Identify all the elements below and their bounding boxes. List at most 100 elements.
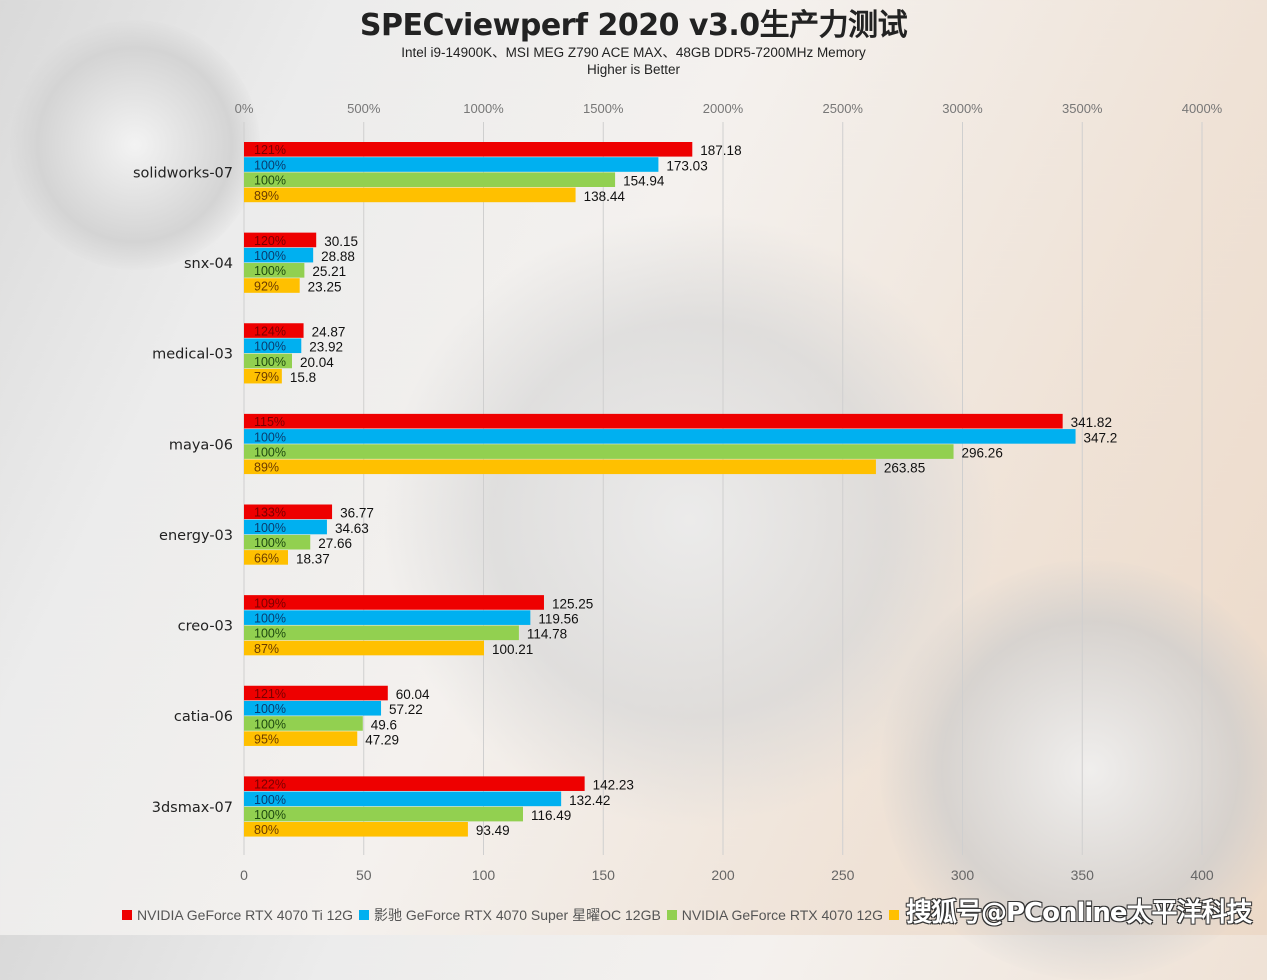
percent-label: 100% [254,612,286,626]
x2-tick-label: 4000% [1182,101,1223,116]
percent-label: 100% [254,536,286,550]
percent-label: 95% [254,733,279,747]
percent-label: 100% [254,627,286,641]
value-label: 125.25 [552,596,593,611]
value-label: 36.77 [340,506,374,521]
value-label: 116.49 [531,808,571,823]
bar [244,519,327,535]
bar [244,640,485,656]
category-labels: solidworks-07 snx-04 medical-03 maya-06 ener… [133,165,233,815]
watermark: 搜狐号@PConline太平洋科技 [906,898,1252,928]
percent-label: 100% [254,445,286,459]
chart-note: Higher is Better [586,62,681,77]
legend-swatch [666,910,677,920]
percent-label: 121% [254,687,286,701]
percent-label: 100% [254,702,286,716]
value-label: 23.25 [308,279,342,294]
bottom-axis: 0 50 100 150 200 250 300 350 400 [240,867,1214,883]
value-label: 114.78 [527,627,567,642]
x-tick-label: 100 [472,867,496,883]
percent-label: 89% [254,189,279,203]
legend-swatch [888,910,899,920]
value-label: 23.92 [309,340,343,355]
bar [244,625,519,641]
chart-header: SPECviewperf 2020 v3.0生产力测试 Intel i9-149… [0,8,1267,78]
value-label: 263.85 [884,461,925,476]
value-label: 142.23 [593,778,634,793]
bar [244,550,288,565]
category-label: medical-03 [152,347,233,363]
bar [244,534,311,550]
category-label: energy-03 [159,528,233,544]
bar [244,142,693,157]
bar [244,323,304,338]
legend-item: NVIDIA GeForce RTX 4070 Ti 12G [122,907,353,923]
percent-label: 109% [254,596,286,610]
x2-tick-label: 2500% [823,101,864,116]
percent-label: 79% [254,370,279,384]
x-tick-label: 200 [711,867,735,883]
value-label: 119.56 [538,612,578,627]
value-label: 187.18 [700,143,741,158]
value-label: 132.42 [569,793,610,808]
value-label: 60.04 [396,687,430,702]
percent-label: 115% [254,415,285,429]
value-label: 296.26 [962,445,1003,460]
percent-label: 133% [254,506,286,520]
percent-label: 122% [254,778,286,792]
bar [244,700,382,716]
value-label: 34.63 [335,521,369,536]
value-label: 27.66 [318,536,352,551]
bars: 121% 187.18 100% 173.03 100% 154.94 89% 138.44 1… [244,142,1117,838]
bar [244,278,300,293]
top-axis: 0% 500% 1000% 1500% 2000% 2500% 3000% 3500% 4000… [235,101,1223,116]
bar [244,504,333,520]
x2-tick-label: 3500% [1062,101,1103,116]
x-tick-label: 400 [1190,867,1214,883]
category-label: snx-04 [184,256,233,272]
legend-label: 影驰 GeForce RTX 4070 Super 星曜OC 12GB [373,907,661,923]
legend-swatch [122,910,132,920]
percent-label: 100% [254,808,286,822]
value-label: 20.04 [300,355,334,370]
bar [244,731,358,746]
bar [244,459,876,475]
bar [244,776,585,791]
bar [244,429,1076,444]
bar [244,413,1063,429]
bar [244,247,314,263]
value-label: 30.15 [324,234,358,249]
bar [244,338,302,354]
legend: NVIDIA GeForce RTX 4070 Ti 12G 影驰 GeForc… [122,905,906,925]
percent-label: 100% [254,430,286,444]
bar [244,263,305,278]
value-label: 93.49 [476,823,510,838]
legend-item: 影驰 GeForce RTX 4070 Super 星曜OC 12GB [358,905,661,925]
bar [244,791,562,807]
value-label: 18.37 [296,551,330,566]
legend-swatch [358,910,369,920]
bar [244,610,531,625]
percent-label: 120% [254,234,286,248]
bar [244,821,468,837]
x-tick-label: 50 [356,867,372,883]
value-label: 28.88 [321,249,355,264]
percent-label: 89% [254,461,279,475]
value-label: 341.82 [1071,415,1112,430]
x-tick-label: 150 [592,867,616,883]
bar [244,157,659,172]
category-label: maya-06 [169,437,233,453]
x2-tick-label: 2000% [703,101,744,116]
value-label: 154.94 [623,174,665,189]
value-label: 47.29 [365,733,399,748]
bar [244,685,388,701]
chart-title: SPECviewperf 2020 v3.0生产力测试 [359,8,908,43]
percent-label: 92% [254,279,279,293]
category-label: 3dsmax-07 [152,800,233,816]
category-label: catia-06 [174,709,233,725]
percent-label: 100% [254,174,286,188]
value-label: 347.2 [1084,430,1118,445]
bar [244,806,523,822]
value-label: 15.8 [290,370,316,385]
bar [244,368,282,384]
